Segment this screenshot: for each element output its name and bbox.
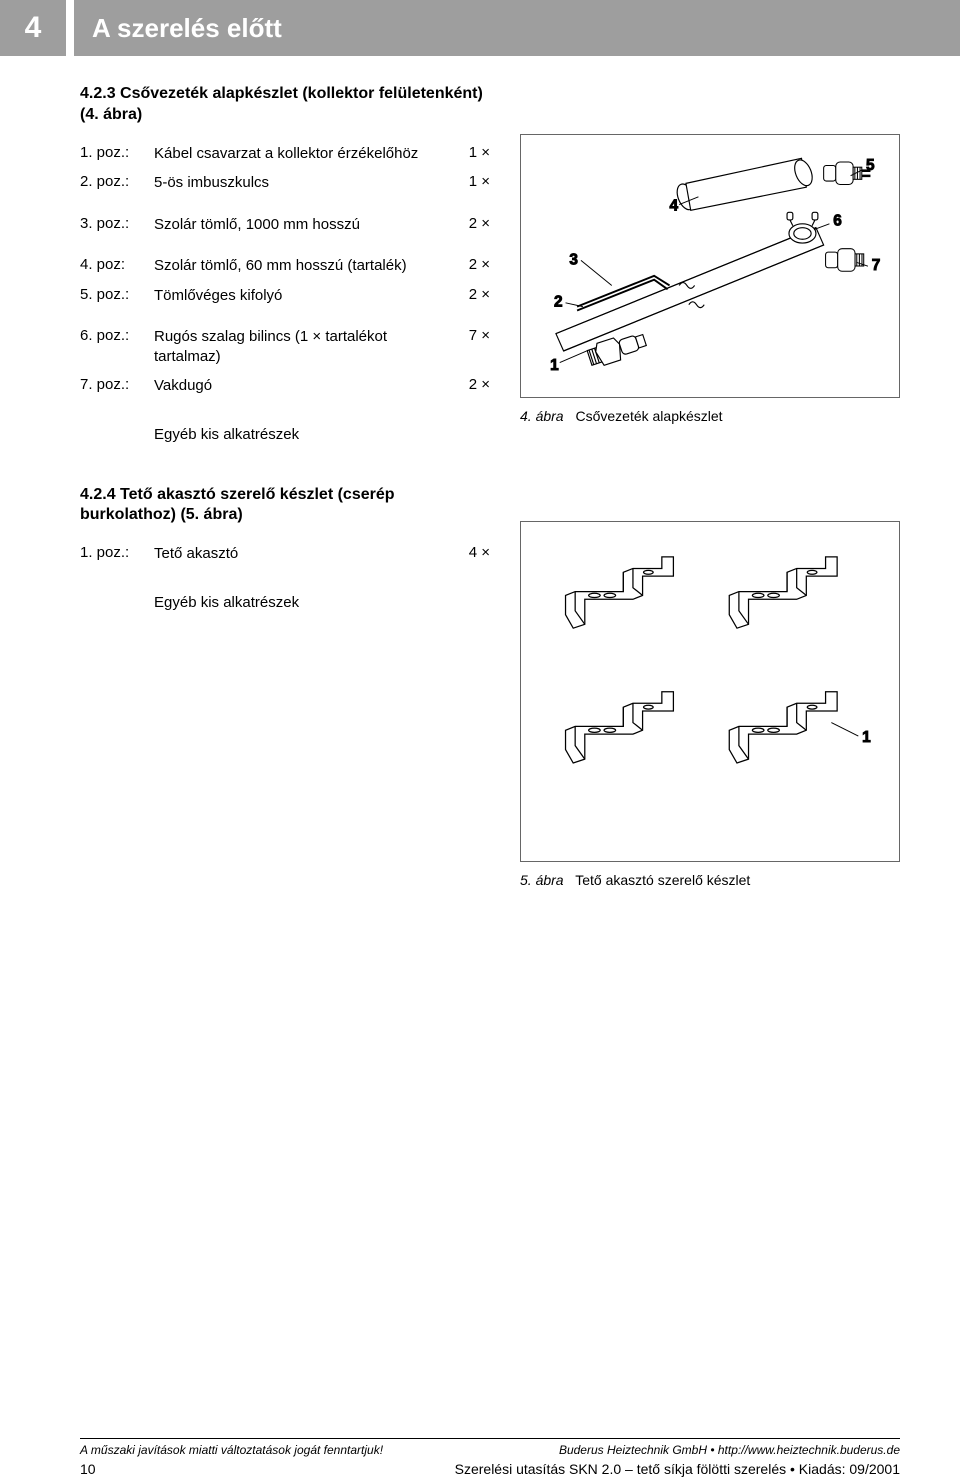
parts-desc: Szolár tömlő, 60 mm hosszú (tartalék) — [154, 256, 444, 276]
parts-row: 2. poz.: 5-ös imbuszkulcs 1 × — [80, 173, 490, 193]
figure-5-text: Tető akasztó szerelő készlet — [575, 872, 750, 888]
footer-right-italic: Buderus Heiztechnik GmbH • http://www.he… — [559, 1443, 900, 1457]
callout-1: 1 — [550, 357, 559, 374]
parts-qty: 2 × — [444, 256, 490, 276]
parts-qty: 4 × — [444, 544, 490, 564]
parts-desc: Vakdugó — [154, 376, 444, 396]
figure-4-caption: 4. ábra Csővezeték alapkészlet — [520, 408, 900, 424]
callout-5: 5 — [866, 157, 875, 174]
parts-qty: 2 × — [444, 376, 490, 396]
parts-desc: Tető akasztó — [154, 544, 444, 564]
chapter-number: 4 — [0, 0, 66, 56]
figure-4-lead: 4. ábra — [520, 408, 564, 424]
parts-row: 6. poz.: Rugós szalag bilincs (1 × tarta… — [80, 327, 490, 366]
parts-desc: Kábel csavarzat a kollektor érzékelőhöz — [154, 144, 444, 164]
parts-desc: Szolár tömlő, 1000 mm hosszú — [154, 215, 444, 235]
parts-row: 5. poz.: Tömlővéges kifolyó 2 × — [80, 286, 490, 306]
callout-1: 1 — [862, 728, 871, 745]
figure-4-box: 1 2 3 4 5 6 7 — [520, 134, 900, 398]
footer-left-italic: A műszaki javítások miatti változtatások… — [80, 1443, 383, 1457]
callout-4: 4 — [670, 197, 679, 214]
section-423-heading: 4.2.3 Csővezeték alapkészlet (kollektor … — [80, 84, 490, 126]
other-parts-424: Egyéb kis alkatrészek — [154, 594, 490, 611]
parts-label: 5. poz.: — [80, 286, 154, 306]
other-parts-423: Egyéb kis alkatrészek — [154, 426, 490, 443]
figure-4-text: Csővezeték alapkészlet — [575, 408, 722, 424]
parts-row: 7. poz.: Vakdugó 2 × — [80, 376, 490, 396]
parts-label: 4. poz: — [80, 256, 154, 276]
parts-label: 3. poz.: — [80, 215, 154, 235]
parts-row: 3. poz.: Szolár tömlő, 1000 mm hosszú 2 … — [80, 215, 490, 235]
callout-7: 7 — [872, 257, 881, 274]
figure-4-svg: 1 2 3 4 5 6 7 — [527, 141, 893, 391]
callout-6: 6 — [833, 213, 842, 230]
parts-label: 7. poz.: — [80, 376, 154, 396]
parts-qty: 7 × — [444, 327, 490, 366]
parts-label: 6. poz.: — [80, 327, 154, 366]
parts-desc: 5-ös imbuszkulcs — [154, 173, 444, 193]
parts-desc: Tömlővéges kifolyó — [154, 286, 444, 306]
section-424-heading: 4.2.4 Tető akasztó szerelő készlet (cser… — [80, 485, 490, 527]
parts-label: 1. poz.: — [80, 144, 154, 164]
parts-row: 1. poz.: Tető akasztó 4 × — [80, 544, 490, 564]
parts-label: 1. poz.: — [80, 544, 154, 564]
parts-label: 2. poz.: — [80, 173, 154, 193]
footer-doc-title: Szerelési utasítás SKN 2.0 – tető síkja … — [455, 1461, 900, 1477]
parts-desc: Rugós szalag bilincs (1 × tartalékot tar… — [154, 327, 444, 366]
parts-qty: 1 × — [444, 173, 490, 193]
figure-5-box: 1 — [520, 521, 900, 862]
parts-row: 1. poz.: Kábel csavarzat a kollektor érz… — [80, 144, 490, 164]
parts-qty: 2 × — [444, 215, 490, 235]
parts-qty: 2 × — [444, 286, 490, 306]
footer-page-number: 10 — [80, 1461, 96, 1477]
callout-3: 3 — [569, 251, 578, 268]
parts-qty: 1 × — [444, 144, 490, 164]
chapter-bar: 4 A szerelés előtt — [0, 0, 960, 56]
chapter-title: A szerelés előtt — [74, 0, 960, 56]
parts-row: 4. poz: Szolár tömlő, 60 mm hosszú (tart… — [80, 256, 490, 276]
callout-2: 2 — [554, 294, 563, 311]
figure-5-lead: 5. ábra — [520, 872, 564, 888]
figure-5-caption: 5. ábra Tető akasztó szerelő készlet — [520, 872, 900, 888]
figure-5-svg: 1 — [527, 528, 893, 855]
page-footer: A műszaki javítások miatti változtatások… — [80, 1438, 900, 1477]
